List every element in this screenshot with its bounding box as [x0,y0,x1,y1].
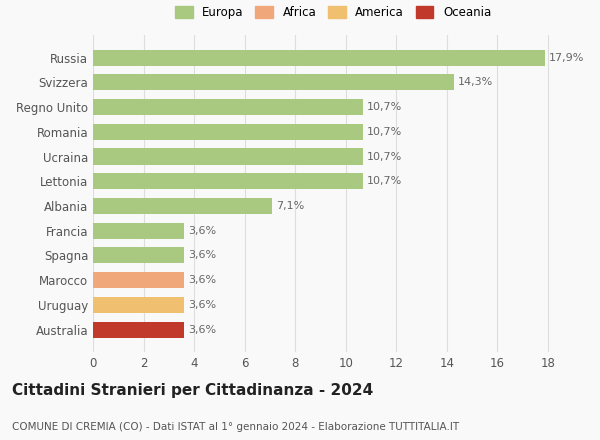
Bar [93,173,364,189]
Text: 10,7%: 10,7% [367,127,403,137]
Text: 3,6%: 3,6% [188,300,216,310]
Text: Cittadini Stranieri per Cittadinanza - 2024: Cittadini Stranieri per Cittadinanza - 2… [12,383,373,398]
Bar [93,50,545,66]
Bar [93,148,364,165]
Text: 17,9%: 17,9% [549,53,584,62]
Text: 3,6%: 3,6% [188,250,216,260]
Bar [93,247,184,264]
Text: 10,7%: 10,7% [367,151,403,161]
Bar [93,322,184,337]
Text: 3,6%: 3,6% [188,226,216,236]
Bar [93,74,454,90]
Text: 7,1%: 7,1% [276,201,304,211]
Legend: Europa, Africa, America, Oceania: Europa, Africa, America, Oceania [172,3,494,23]
Text: 14,3%: 14,3% [458,77,493,88]
Text: 3,6%: 3,6% [188,275,216,285]
Bar [93,223,184,239]
Text: 3,6%: 3,6% [188,325,216,334]
Bar [93,124,364,140]
Bar [93,272,184,288]
Bar [93,99,364,115]
Text: COMUNE DI CREMIA (CO) - Dati ISTAT al 1° gennaio 2024 - Elaborazione TUTTITALIA.: COMUNE DI CREMIA (CO) - Dati ISTAT al 1°… [12,422,459,433]
Text: 10,7%: 10,7% [367,102,403,112]
Text: 10,7%: 10,7% [367,176,403,186]
Bar [93,297,184,313]
Bar [93,198,272,214]
